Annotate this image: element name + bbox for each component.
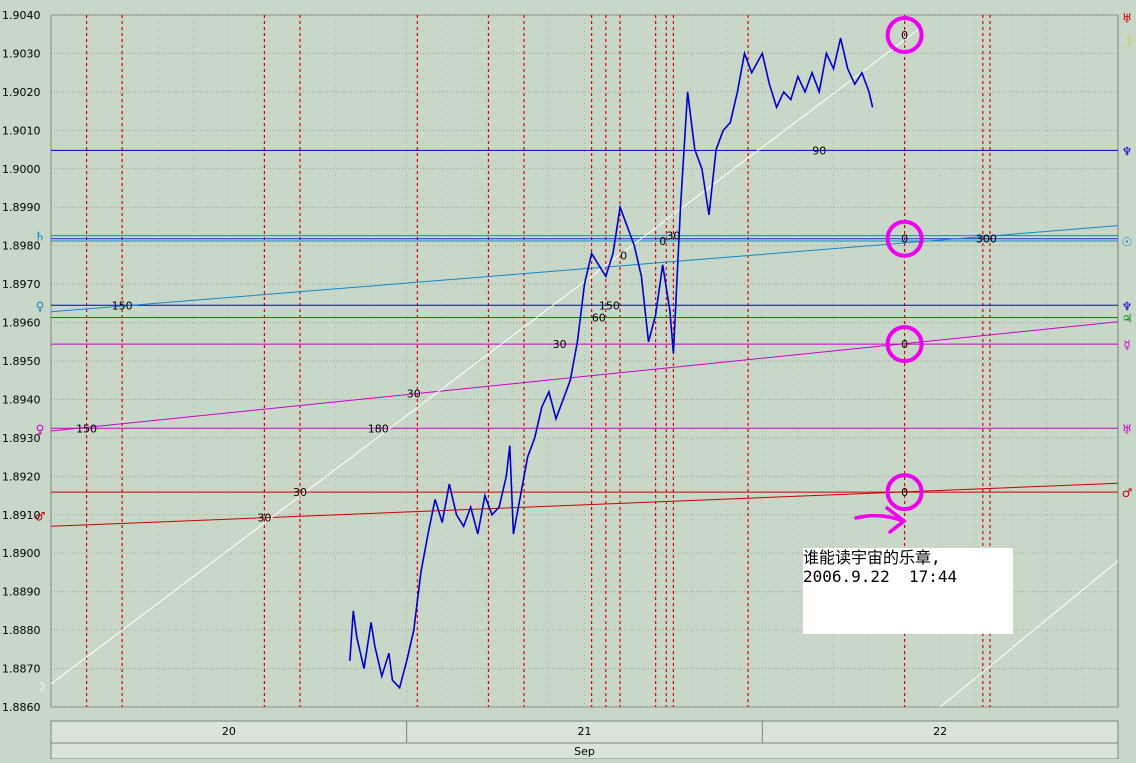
- highlight-circle: [885, 473, 924, 512]
- aspect-label: 60: [592, 312, 606, 325]
- aspect-label: 150: [112, 299, 133, 312]
- planet-symbol: ♆: [1122, 299, 1133, 313]
- aspect-label: 30: [407, 387, 421, 400]
- aspect-label: 90: [812, 144, 826, 157]
- planet-symbol: ☽: [1122, 35, 1133, 49]
- y-tick-label: 1.9000: [2, 163, 41, 176]
- sloped-planet-line: [50, 482, 1119, 527]
- y-tick-label: 1.8920: [2, 470, 41, 483]
- highlight-circle: [885, 219, 924, 258]
- aspect-label: 30: [257, 511, 271, 524]
- aspect-label: 0: [901, 338, 908, 351]
- aspect-label: 0: [901, 29, 908, 42]
- planet-symbol: ♂: [35, 510, 46, 524]
- date-tick-label: 22: [933, 725, 947, 738]
- highlight-circle: [885, 325, 924, 364]
- sloped-planet-line: [939, 560, 1119, 708]
- arrow-annotation: [854, 506, 907, 534]
- annotation-note: 谁能读宇宙的乐章, 2006.9.22 17:44: [803, 548, 1013, 634]
- sloped-planet-line: [50, 225, 1119, 313]
- y-tick-label: 1.8910: [2, 509, 41, 522]
- y-tick-label: 1.8980: [2, 240, 41, 253]
- aspect-label: 30: [666, 230, 680, 243]
- planet-symbol: ♄: [35, 230, 46, 244]
- planet-symbol: ♅: [1122, 12, 1133, 26]
- aspect-label: 300: [976, 233, 997, 246]
- note-line-2: 2006.9.22 17:44: [803, 567, 958, 586]
- aspect-label: 180: [368, 422, 389, 435]
- planet-symbol: ♅: [1122, 422, 1133, 436]
- planet-symbol: ♀: [36, 422, 45, 436]
- aspect-label: 0: [901, 486, 908, 499]
- planet-symbol: ♃: [1122, 312, 1133, 326]
- note-line-1: 谁能读宇宙的乐章,: [803, 548, 941, 567]
- y-tick-label: 1.8960: [2, 317, 41, 330]
- highlight-circle: [885, 15, 924, 54]
- sloped-planet-line: [50, 26, 923, 685]
- date-tick-label: 21: [578, 725, 592, 738]
- y-tick-label: 1.8870: [2, 663, 41, 676]
- y-tick-label: 1.8930: [2, 432, 41, 445]
- y-tick-label: 1.8880: [2, 624, 41, 637]
- sloped-planet-line: [50, 321, 1119, 432]
- aspect-label: 30: [293, 486, 307, 499]
- y-tick-label: 1.9040: [2, 9, 41, 22]
- y-tick-label: 1.8900: [2, 547, 41, 560]
- planet-symbol: ♀: [36, 299, 45, 313]
- y-tick-label: 1.8970: [2, 278, 41, 291]
- planet-symbol: ☽: [35, 680, 46, 694]
- planet-symbol: ♂: [1122, 486, 1133, 500]
- y-tick-label: 1.8950: [2, 355, 41, 368]
- date-tick-label: 20: [222, 725, 236, 738]
- planet-symbol: ☉: [1122, 235, 1133, 249]
- y-tick-label: 1.8990: [2, 201, 41, 214]
- y-tick-label: 1.9010: [2, 124, 41, 137]
- planet-symbol: ☿: [1123, 338, 1130, 352]
- price-series-line: [349, 37, 874, 690]
- planet-symbol: ♆: [1122, 144, 1133, 158]
- y-tick-label: 1.8940: [2, 393, 41, 406]
- aspect-label: 150: [599, 299, 620, 312]
- aspect-label: 0: [620, 249, 627, 262]
- aspect-label: 0: [901, 233, 908, 246]
- y-tick-label: 1.8890: [2, 586, 41, 599]
- aspect-label: 0: [659, 235, 666, 248]
- y-tick-label: 1.9030: [2, 47, 41, 60]
- aspect-label: 30: [553, 338, 567, 351]
- y-tick-label: 1.9020: [2, 86, 41, 99]
- month-label: Sep: [574, 745, 595, 758]
- y-tick-label: 1.8860: [2, 701, 41, 714]
- aspect-label: 150: [76, 422, 97, 435]
